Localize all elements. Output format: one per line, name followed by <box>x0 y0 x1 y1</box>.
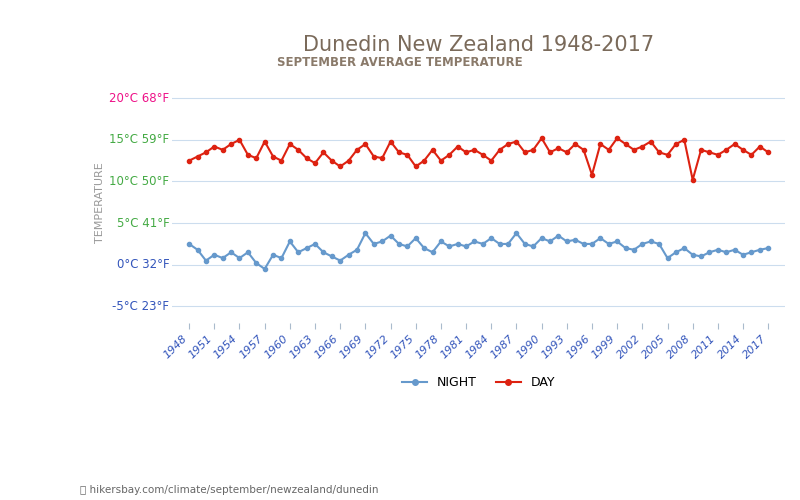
Text: 📍 hikersbay.com/climate/september/newzealand/dunedin: 📍 hikersbay.com/climate/september/newzea… <box>80 485 378 495</box>
Y-axis label: TEMPERATURE: TEMPERATURE <box>95 162 105 242</box>
Text: 10°C 50°F: 10°C 50°F <box>110 175 170 188</box>
Text: -5°C 23°F: -5°C 23°F <box>112 300 170 313</box>
Text: SEPTEMBER AVERAGE TEMPERATURE: SEPTEMBER AVERAGE TEMPERATURE <box>277 56 523 69</box>
Title: Dunedin New Zealand 1948-2017: Dunedin New Zealand 1948-2017 <box>303 35 654 55</box>
Text: 5°C 41°F: 5°C 41°F <box>117 216 170 230</box>
Text: 0°C 32°F: 0°C 32°F <box>117 258 170 272</box>
Text: 20°C 68°F: 20°C 68°F <box>109 92 170 104</box>
Text: 15°C 59°F: 15°C 59°F <box>109 134 170 146</box>
Legend: NIGHT, DAY: NIGHT, DAY <box>397 371 560 394</box>
